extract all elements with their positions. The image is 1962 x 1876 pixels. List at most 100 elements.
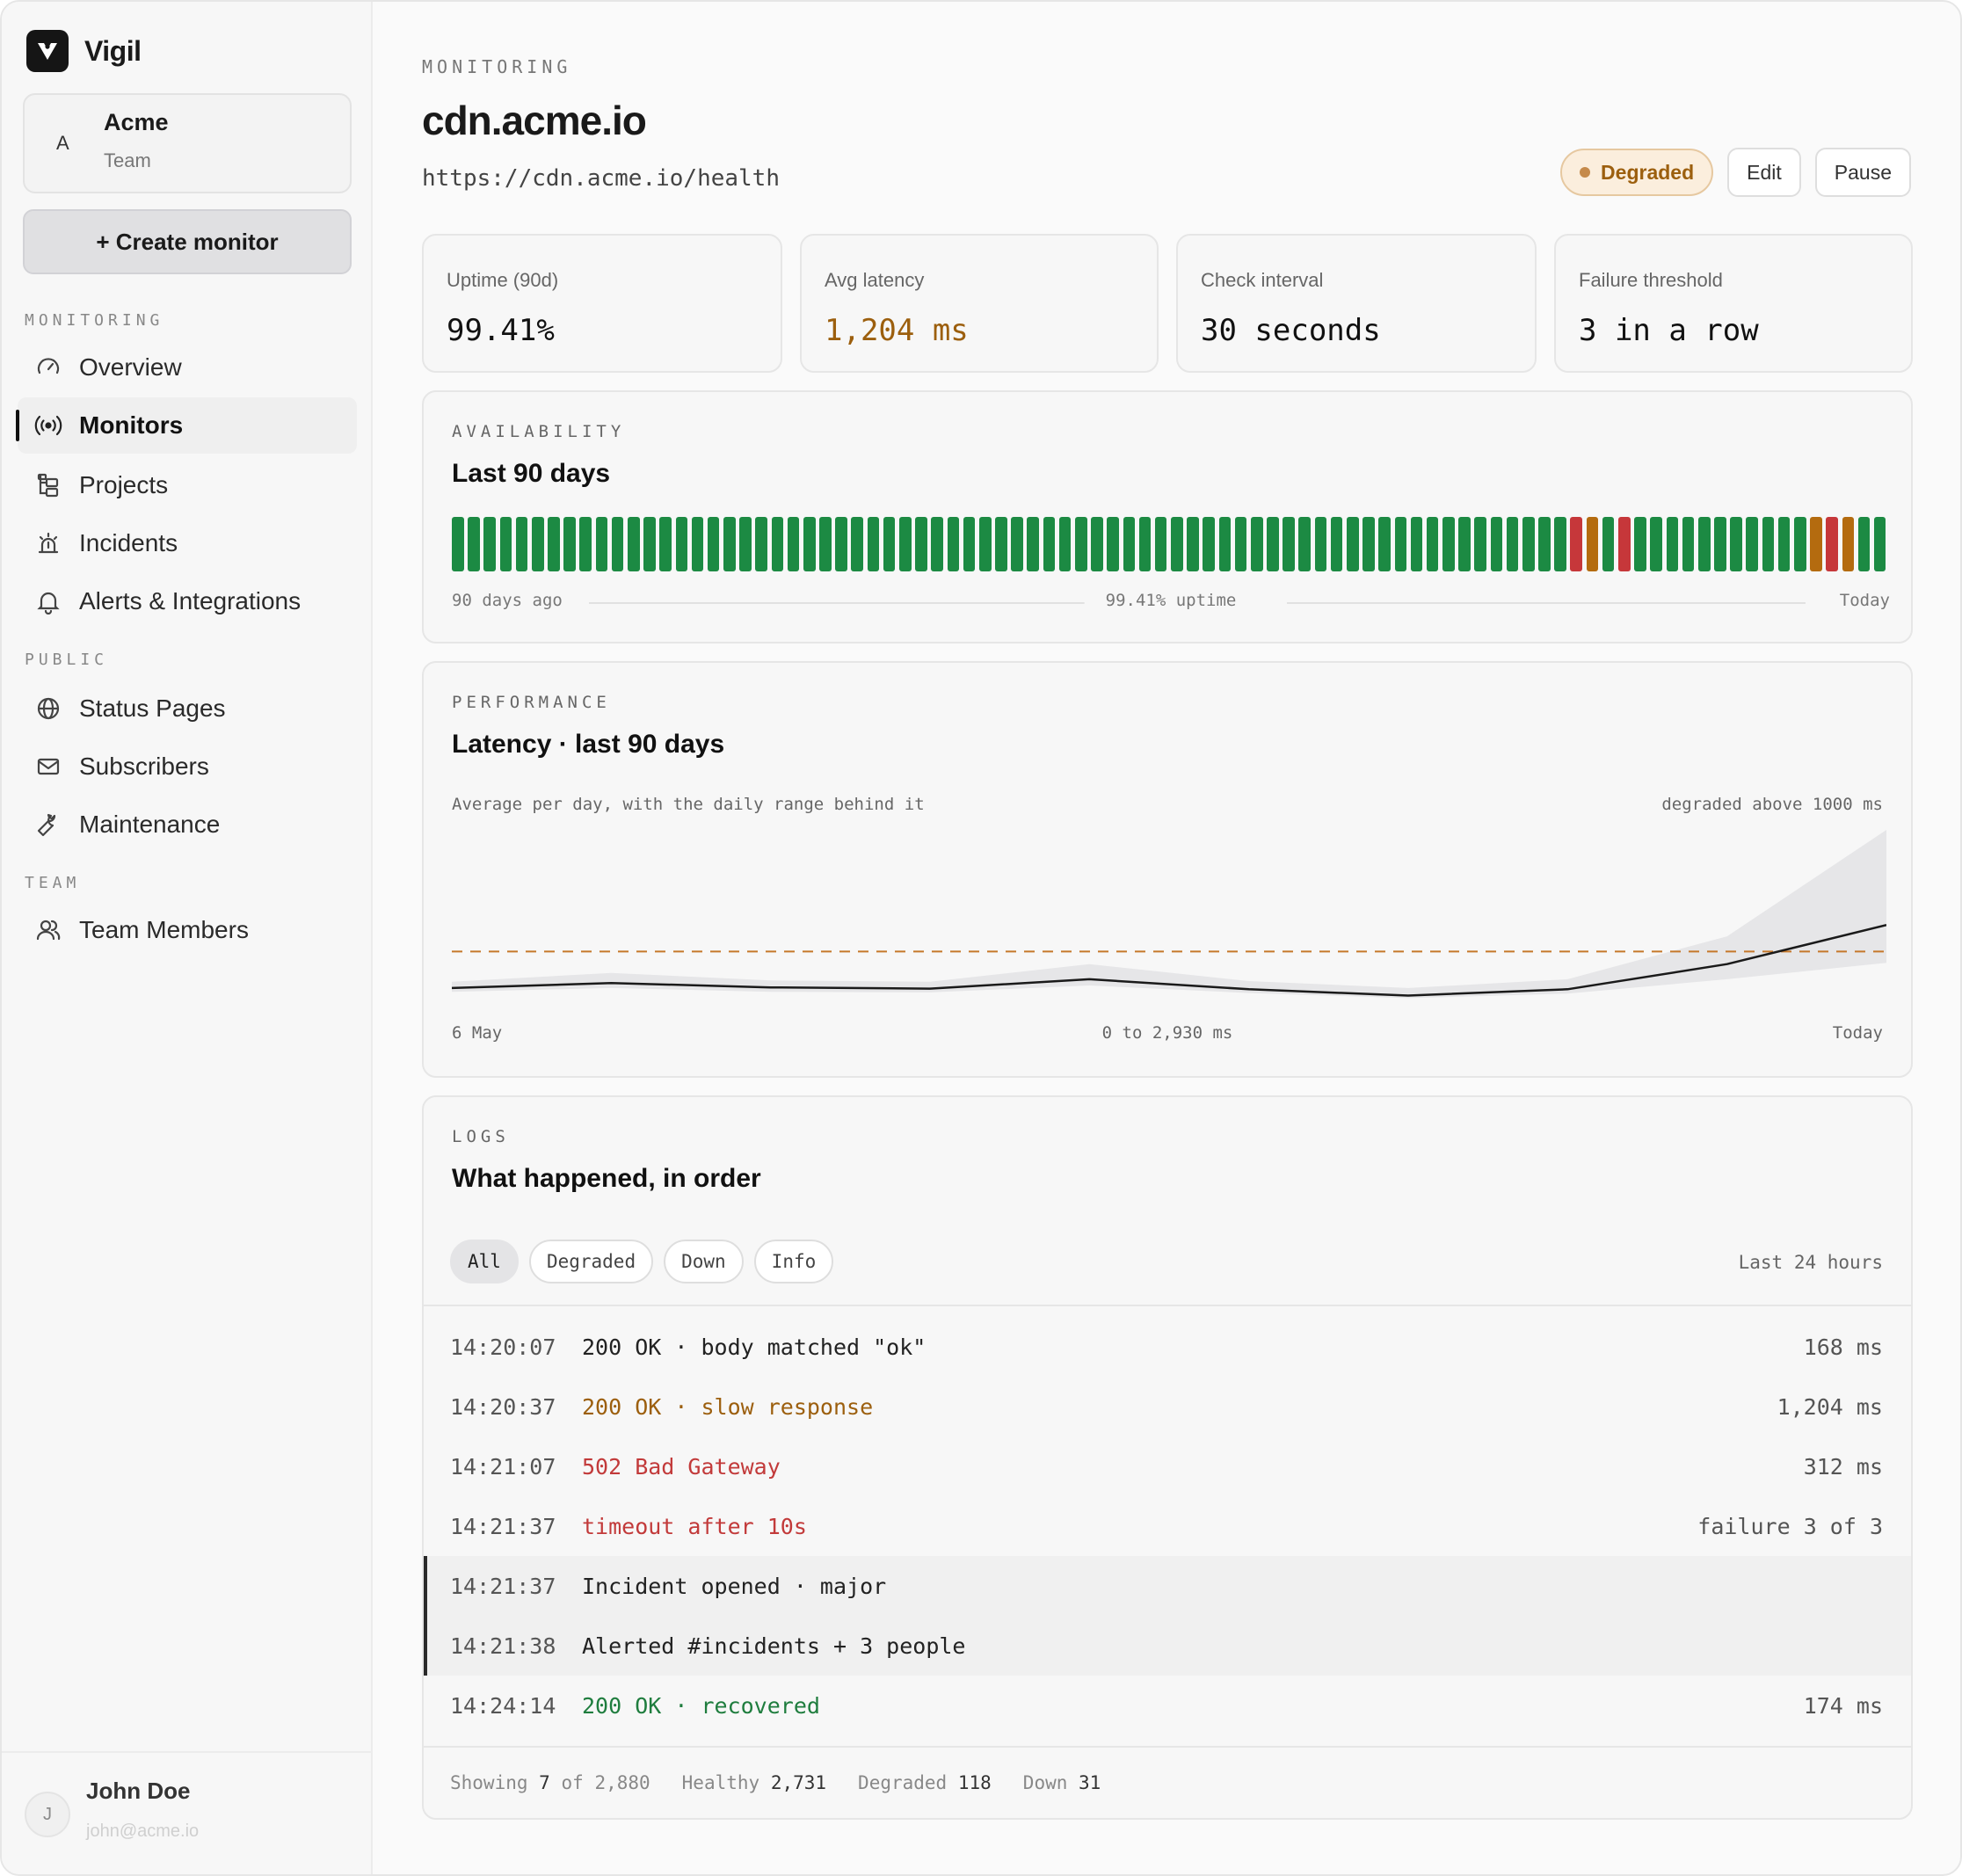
availability-day-bar[interactable] [1091, 517, 1103, 571]
log-row[interactable]: 14:20:07 200 OK · body matched "ok" 168 ms [424, 1317, 1911, 1377]
availability-day-bar[interactable] [1011, 517, 1023, 571]
availability-day-bar[interactable] [1218, 517, 1232, 571]
sidebar-item-monitors[interactable]: Monitors [16, 397, 357, 454]
availability-day-bar[interactable] [707, 517, 720, 571]
sidebar-item-alerts[interactable]: Alerts & Integrations [18, 573, 357, 629]
availability-day-bar[interactable] [1826, 517, 1838, 571]
availability-day-bar[interactable] [1362, 517, 1375, 571]
availability-day-bar[interactable] [1138, 517, 1152, 571]
availability-day-bar[interactable] [563, 517, 576, 571]
availability-day-bar[interactable] [611, 517, 624, 571]
availability-day-bar[interactable] [1666, 517, 1679, 571]
sidebar-item-status-pages[interactable]: Status Pages [18, 680, 357, 737]
sidebar-item-subscribers[interactable]: Subscribers [18, 738, 357, 795]
availability-day-bar[interactable] [499, 517, 512, 571]
availability-day-bar[interactable] [1250, 517, 1263, 571]
pause-button[interactable]: Pause [1814, 148, 1911, 197]
availability-day-bar[interactable] [1426, 517, 1439, 571]
availability-day-bar[interactable] [1474, 517, 1487, 571]
team-switcher[interactable]: A Acme Team [23, 93, 352, 193]
availability-day-bar[interactable] [947, 517, 960, 571]
availability-day-bar[interactable] [978, 517, 992, 571]
availability-day-bar[interactable] [628, 517, 640, 571]
availability-day-bar[interactable] [1873, 517, 1886, 571]
create-monitor-button[interactable]: + Create monitor [23, 209, 352, 274]
sidebar-item-projects[interactable]: Projects [18, 457, 357, 513]
availability-day-bar[interactable] [1842, 517, 1855, 571]
availability-day-bar[interactable] [1490, 517, 1503, 571]
availability-day-bar[interactable] [1857, 517, 1871, 571]
availability-day-bar[interactable] [1762, 517, 1775, 571]
availability-day-bar[interactable] [835, 517, 847, 571]
availability-day-bar[interactable] [1650, 517, 1662, 571]
availability-day-bar[interactable] [595, 517, 608, 571]
availability-day-bar[interactable] [1187, 517, 1199, 571]
availability-day-bar[interactable] [1570, 517, 1583, 571]
availability-day-bar[interactable] [1347, 517, 1359, 571]
availability-day-bar[interactable] [1283, 517, 1295, 571]
availability-day-bar[interactable] [1746, 517, 1759, 571]
availability-day-bar[interactable] [851, 517, 864, 571]
logs-time-range[interactable]: Last 24 hours [1738, 1252, 1883, 1273]
availability-day-bar[interactable] [899, 517, 912, 571]
availability-day-bar[interactable] [515, 517, 528, 571]
availability-day-bar[interactable] [1314, 517, 1327, 571]
availability-day-bar[interactable] [739, 517, 752, 571]
availability-day-bar[interactable] [1410, 517, 1423, 571]
edit-button[interactable]: Edit [1727, 148, 1801, 197]
availability-day-bar[interactable] [659, 517, 672, 571]
availability-day-bar[interactable] [1697, 517, 1711, 571]
availability-day-bar[interactable] [1442, 517, 1455, 571]
availability-day-bar[interactable] [819, 517, 832, 571]
availability-day-bar[interactable] [1043, 517, 1056, 571]
availability-day-bar[interactable] [803, 517, 816, 571]
availability-day-bar[interactable] [1171, 517, 1183, 571]
log-row[interactable]: 14:21:37 Incident opened · major [424, 1556, 1911, 1616]
availability-day-bar[interactable] [1793, 517, 1806, 571]
sidebar-item-team-members[interactable]: Team Members [18, 902, 357, 958]
availability-day-bar[interactable] [1682, 517, 1695, 571]
availability-day-bar[interactable] [691, 517, 704, 571]
availability-day-bar[interactable] [915, 517, 927, 571]
availability-day-bar[interactable] [1618, 517, 1631, 571]
availability-day-bar[interactable] [1267, 517, 1279, 571]
availability-day-bar[interactable] [579, 517, 592, 571]
availability-day-bar[interactable] [1154, 517, 1167, 571]
availability-day-bar[interactable] [867, 517, 880, 571]
availability-day-bar[interactable] [723, 517, 736, 571]
availability-day-bar[interactable] [452, 517, 464, 571]
availability-day-bar[interactable] [963, 517, 976, 571]
log-row[interactable]: 14:24:14 200 OK · recovered 174 ms [424, 1676, 1911, 1735]
availability-day-bar[interactable] [755, 517, 768, 571]
availability-day-bar[interactable] [643, 517, 656, 571]
availability-day-bar[interactable] [1634, 517, 1646, 571]
filter-down-chip[interactable]: Down [664, 1240, 744, 1283]
availability-day-bar[interactable] [931, 517, 943, 571]
availability-day-bar[interactable] [1714, 517, 1726, 571]
availability-day-bar[interactable] [1458, 517, 1471, 571]
sidebar-item-maintenance[interactable]: Maintenance [18, 796, 357, 853]
availability-day-bar[interactable] [1538, 517, 1551, 571]
brand[interactable]: Vigil [26, 30, 142, 72]
availability-day-bar[interactable] [483, 517, 497, 571]
availability-day-bar[interactable] [1298, 517, 1312, 571]
availability-day-bar[interactable] [468, 517, 480, 571]
availability-day-bar[interactable] [1522, 517, 1535, 571]
availability-day-bar[interactable] [1330, 517, 1343, 571]
availability-day-bar[interactable] [1378, 517, 1391, 571]
availability-day-bar[interactable] [1058, 517, 1072, 571]
sidebar-item-incidents[interactable]: Incidents [18, 515, 357, 571]
availability-day-bar[interactable] [1586, 517, 1599, 571]
availability-day-bar[interactable] [548, 517, 560, 571]
user-menu[interactable]: J John Doe john@acme.io [2, 1751, 373, 1874]
availability-day-bar[interactable] [787, 517, 800, 571]
availability-day-bar[interactable] [1074, 517, 1087, 571]
availability-day-bar[interactable] [883, 517, 896, 571]
log-row[interactable]: 14:21:38 Alerted #incidents + 3 people [424, 1616, 1911, 1676]
availability-day-bar[interactable] [1203, 517, 1216, 571]
availability-day-bar[interactable] [1602, 517, 1615, 571]
availability-day-bar[interactable] [675, 517, 688, 571]
availability-day-bar[interactable] [1554, 517, 1566, 571]
availability-day-bar[interactable] [1234, 517, 1247, 571]
availability-day-bar[interactable] [1506, 517, 1519, 571]
